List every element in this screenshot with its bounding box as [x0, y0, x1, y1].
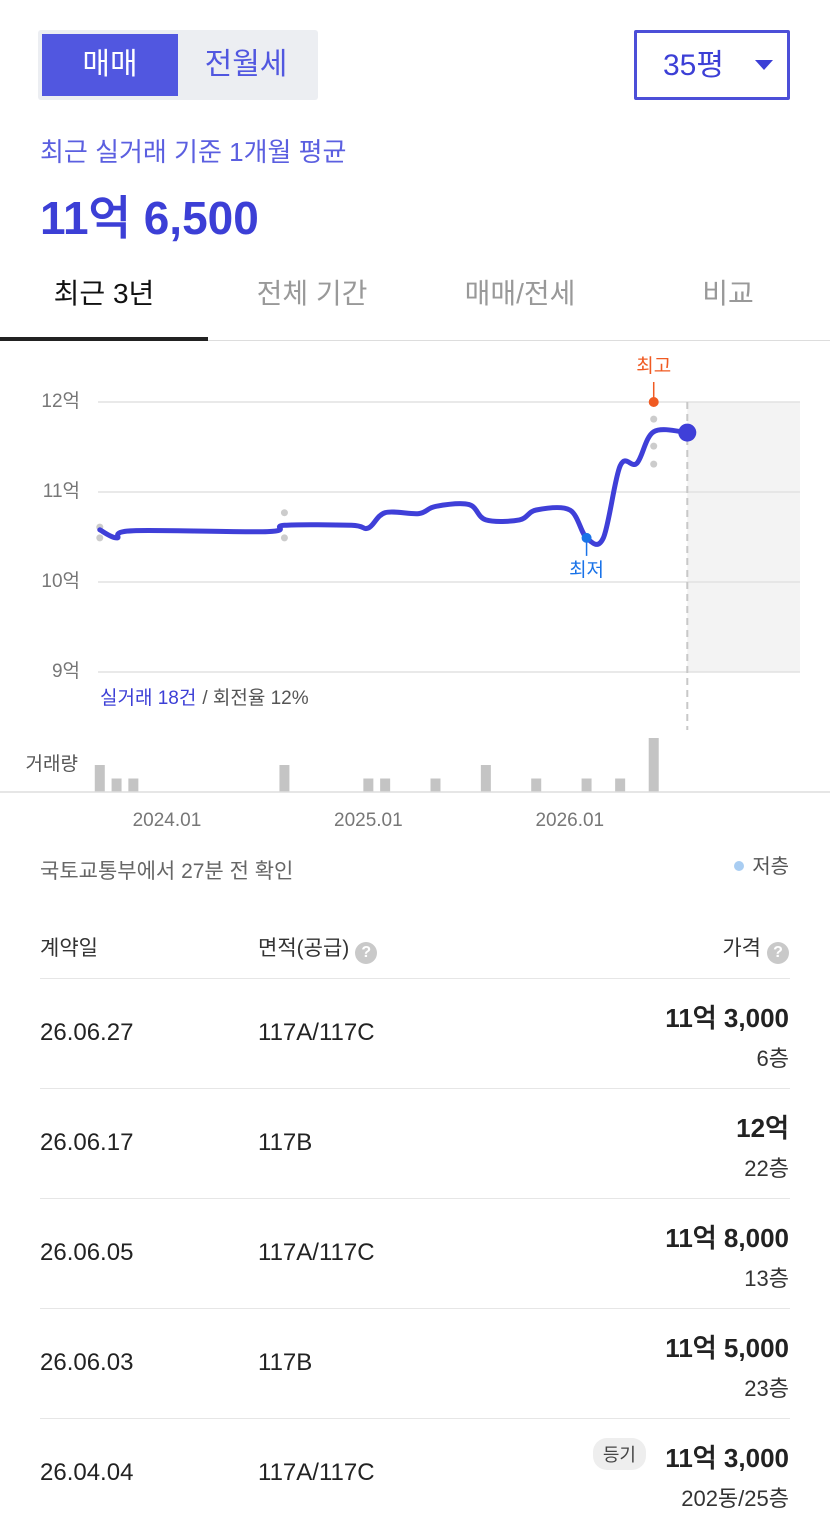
floor: 6층	[756, 1046, 789, 1071]
x-tick-label: 2026.01	[535, 810, 604, 831]
y-tick-label: 12억	[41, 390, 80, 412]
tab[interactable]: 매매/전세	[464, 278, 576, 309]
trade-count: 실거래 18건	[100, 687, 196, 709]
source-note: 국토교통부에서 27분 전 확인	[40, 860, 294, 883]
volume-bar	[279, 765, 290, 792]
trade-toggle: 매매 전월세	[38, 30, 318, 100]
volume-bar	[111, 778, 122, 792]
x-tick-label: 2025.01	[334, 810, 403, 831]
volume-bar	[581, 778, 592, 792]
toggle-option[interactable]: 전월세	[204, 48, 288, 81]
table-header: 계약일	[40, 937, 98, 960]
volume-bar	[480, 765, 491, 792]
area: 117A/117C	[258, 1239, 375, 1266]
volume-bar	[128, 778, 139, 792]
tab-divider	[0, 340, 830, 341]
volume-bar	[615, 778, 626, 792]
turnover: / 회전율 12%	[202, 687, 308, 709]
volume-bar	[648, 738, 659, 792]
volume-bar	[94, 765, 105, 792]
legend-label: 저층	[752, 856, 789, 878]
contract-date: 26.04.04	[40, 1459, 134, 1486]
row-divider	[40, 1418, 790, 1419]
volume-bar	[531, 778, 542, 792]
floor: 23층	[744, 1376, 789, 1401]
contract-date: 26.06.27	[40, 1019, 134, 1046]
toggle-option[interactable]: 매매	[42, 34, 178, 96]
help-icon[interactable]: ?	[767, 942, 789, 964]
area-dropdown[interactable]: 35평	[634, 30, 790, 100]
registered-tag: 등기	[592, 1438, 646, 1470]
x-tick-label: 2024.01	[133, 810, 202, 831]
header-text: 면적(공급)	[258, 937, 350, 960]
volume-bar	[380, 778, 391, 792]
y-tick-label: 10억	[41, 570, 80, 592]
highest-point	[648, 397, 659, 407]
price: 11억 8,000	[665, 1223, 789, 1253]
highest-label: 최고	[636, 355, 671, 377]
area: 117B	[258, 1129, 313, 1156]
row-divider	[40, 1088, 790, 1089]
row-divider	[40, 1198, 790, 1199]
trade-point	[650, 460, 658, 468]
contract-date: 26.06.17	[40, 1129, 134, 1156]
legend-dot	[734, 861, 745, 871]
area: 117A/117C	[258, 1019, 375, 1046]
floor: 202동/25층	[681, 1486, 789, 1511]
tab[interactable]: 전체 기간	[256, 278, 368, 309]
y-tick-label: 9억	[52, 660, 80, 682]
current-point	[678, 423, 697, 442]
volume-bar	[430, 778, 441, 792]
dropdown-arrow	[755, 60, 773, 70]
future-shade	[687, 402, 800, 672]
table-header: 면적(공급)?	[258, 932, 378, 964]
trade-point	[650, 442, 658, 450]
trade-point	[96, 534, 104, 542]
header-text: 가격	[722, 937, 761, 960]
floor: 22층	[744, 1156, 789, 1181]
contract-date: 26.06.03	[40, 1349, 134, 1376]
price-line	[97, 427, 690, 547]
table-header: 가격?	[722, 932, 789, 964]
trade-point	[280, 534, 288, 542]
help-icon[interactable]: ?	[355, 942, 378, 964]
price: 11억 3,000	[665, 1003, 789, 1033]
trade-point	[650, 415, 658, 423]
floor: 13층	[744, 1266, 789, 1291]
area: 117B	[258, 1349, 313, 1376]
volume-label: 거래량	[26, 753, 78, 775]
legend: 저층	[734, 850, 789, 879]
y-tick-label: 11억	[43, 480, 80, 502]
dropdown-label: 35평	[663, 49, 724, 82]
row-divider	[40, 978, 790, 979]
lowest-label: 최저	[569, 559, 604, 581]
trade-stats: 실거래 18건 / 회전율 12%	[100, 687, 309, 709]
trade-point	[280, 509, 288, 517]
tab-indicator	[0, 337, 208, 341]
volume-bar	[363, 778, 374, 792]
tab[interactable]: 최근 3년	[53, 278, 155, 309]
tab[interactable]: 비교	[702, 278, 754, 309]
contract-date: 26.06.05	[40, 1239, 134, 1266]
area: 117A/117C	[258, 1459, 375, 1486]
summary-price: 11억 6,500	[40, 192, 259, 244]
price: 11억 3,000	[665, 1443, 789, 1473]
price: 12억	[736, 1113, 789, 1143]
summary-label: 최근 실거래 기준 1개월 평균	[40, 137, 347, 167]
row-divider	[40, 1308, 790, 1309]
lowest-point	[581, 532, 592, 543]
price: 11억 5,000	[665, 1333, 789, 1363]
